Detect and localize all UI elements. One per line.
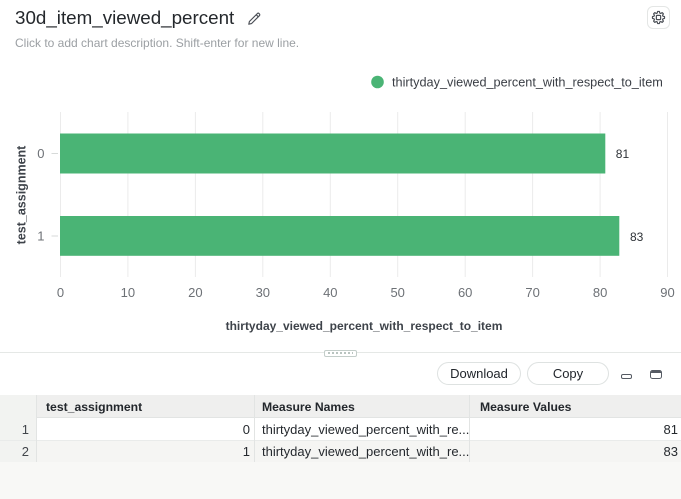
svg-text:10: 10 [121, 285, 135, 300]
svg-text:test_assignment: test_assignment [15, 145, 29, 244]
svg-text:thirtyday_viewed_percent_with_: thirtyday_viewed_percent_with_respect_to… [226, 319, 503, 333]
svg-text:thirtyday_viewed_percent_with_: thirtyday_viewed_percent_with_respect_to… [392, 76, 663, 90]
svg-text:20: 20 [188, 285, 202, 300]
svg-text:70: 70 [525, 285, 539, 300]
svg-text:30: 30 [256, 285, 270, 300]
svg-text:83: 83 [630, 230, 644, 244]
svg-text:40: 40 [323, 285, 337, 300]
svg-text:90: 90 [660, 285, 674, 300]
svg-text:60: 60 [458, 285, 472, 300]
svg-text:81: 81 [616, 147, 630, 161]
svg-text:50: 50 [390, 285, 404, 300]
svg-text:80: 80 [593, 285, 607, 300]
svg-text:1: 1 [37, 229, 44, 244]
svg-text:0: 0 [57, 285, 64, 300]
svg-text:0: 0 [37, 146, 44, 161]
